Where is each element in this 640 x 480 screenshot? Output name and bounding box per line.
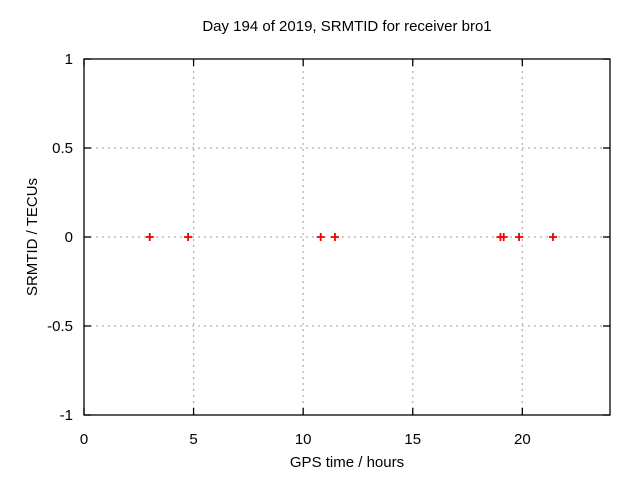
x-tick-label: 15 [404, 431, 421, 448]
chart-title: Day 194 of 2019, SRMTID for receiver bro… [202, 18, 492, 35]
data-point-marker [499, 233, 508, 241]
y-tick-label: 1 [65, 51, 73, 68]
data-point-marker [316, 233, 325, 241]
y-tick-label: -1 [60, 407, 73, 424]
y-axis-label: SRMTID / TECUs [24, 177, 41, 297]
data-point-marker [145, 233, 154, 241]
x-tick-label: 5 [189, 431, 197, 448]
data-point-marker [515, 233, 524, 241]
y-tick-label: 0.5 [52, 140, 73, 157]
x-tick-label: 10 [295, 431, 312, 448]
data-point-marker [184, 233, 193, 241]
data-point-marker [549, 233, 558, 241]
y-tick-label: 0 [65, 229, 73, 246]
data-point-marker [330, 233, 339, 241]
y-tick-label: -0.5 [47, 318, 73, 335]
x-tick-label: 20 [514, 431, 531, 448]
x-tick-label: 0 [80, 431, 88, 448]
x-axis-label: GPS time / hours [289, 454, 405, 471]
